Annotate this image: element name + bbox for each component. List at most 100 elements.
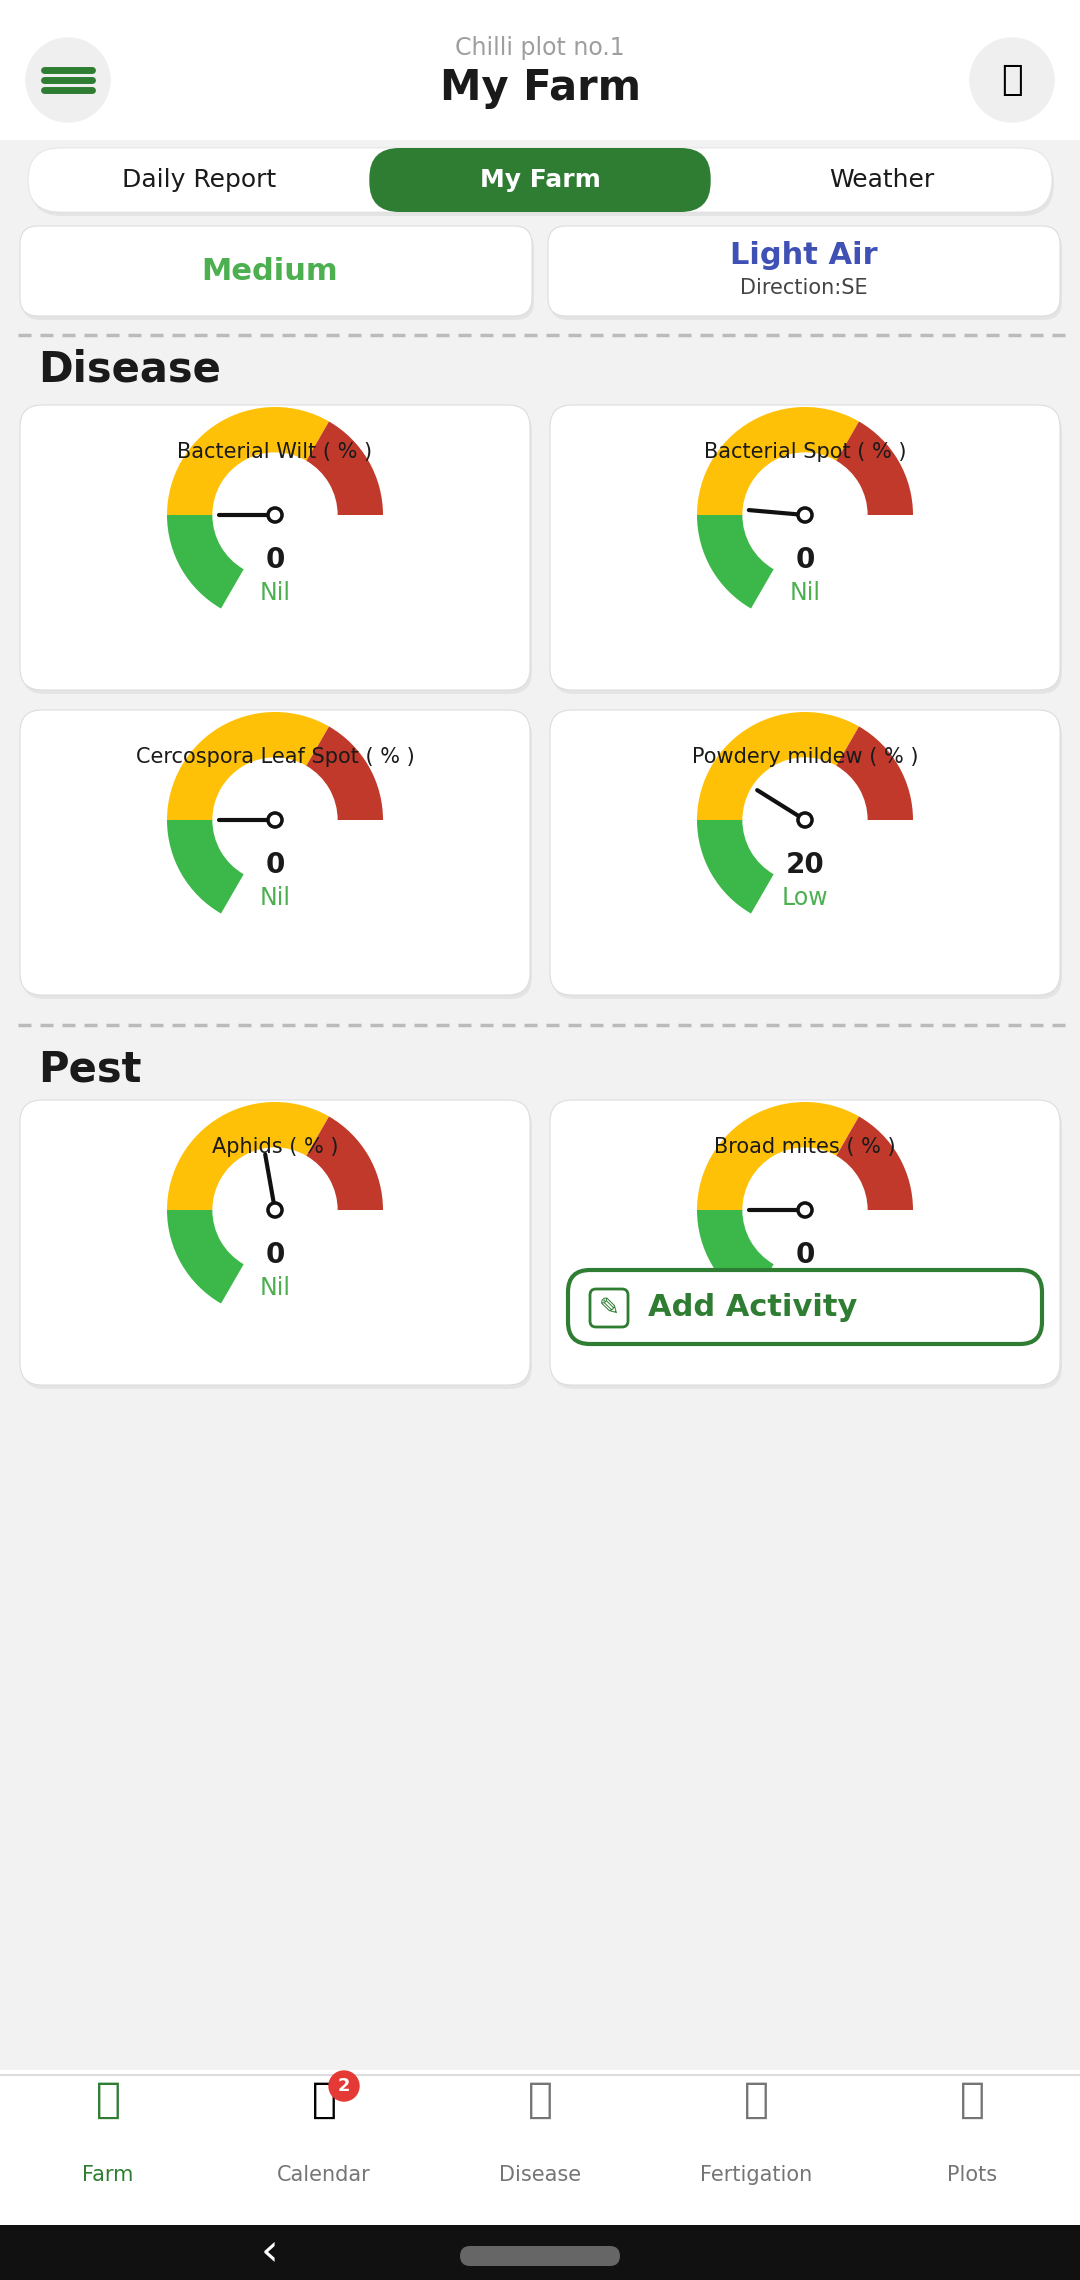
- Text: Weather: Weather: [828, 169, 934, 192]
- Text: 0: 0: [795, 1240, 814, 1270]
- Text: 📅: 📅: [311, 2079, 337, 2120]
- Circle shape: [270, 1206, 280, 1215]
- Text: Bacterial Spot ( % ): Bacterial Spot ( % ): [704, 442, 906, 463]
- Wedge shape: [307, 422, 383, 515]
- Text: Bacterial Wilt ( % ): Bacterial Wilt ( % ): [177, 442, 373, 463]
- Wedge shape: [697, 1101, 859, 1211]
- Wedge shape: [307, 1117, 383, 1211]
- Text: Farm: Farm: [82, 2166, 134, 2184]
- Text: 🚜: 🚜: [95, 2079, 121, 2120]
- Circle shape: [267, 1202, 283, 1218]
- FancyBboxPatch shape: [369, 148, 711, 212]
- FancyBboxPatch shape: [0, 0, 1080, 139]
- Text: Calendar: Calendar: [278, 2166, 370, 2184]
- Text: Disease: Disease: [499, 2166, 581, 2184]
- Text: ‹: ‹: [261, 2232, 279, 2273]
- Text: Nil: Nil: [789, 581, 821, 604]
- FancyBboxPatch shape: [22, 230, 534, 319]
- FancyBboxPatch shape: [21, 1099, 530, 1384]
- FancyBboxPatch shape: [552, 714, 1062, 999]
- FancyBboxPatch shape: [550, 406, 1059, 691]
- Text: Nil: Nil: [259, 581, 291, 604]
- FancyBboxPatch shape: [550, 709, 1059, 994]
- Circle shape: [800, 1206, 810, 1215]
- Text: Nil: Nil: [259, 1277, 291, 1300]
- FancyBboxPatch shape: [0, 2225, 1080, 2280]
- Text: Plots: Plots: [947, 2166, 997, 2184]
- Circle shape: [329, 2070, 359, 2100]
- Wedge shape: [167, 821, 244, 914]
- FancyBboxPatch shape: [548, 226, 1059, 317]
- Circle shape: [970, 39, 1054, 123]
- Wedge shape: [697, 408, 859, 515]
- FancyBboxPatch shape: [22, 408, 532, 693]
- Text: Pest: Pest: [38, 1049, 141, 1092]
- Wedge shape: [697, 515, 773, 609]
- Circle shape: [267, 812, 283, 828]
- Text: 0: 0: [266, 1240, 285, 1270]
- Wedge shape: [167, 711, 329, 821]
- FancyBboxPatch shape: [30, 153, 1054, 217]
- Circle shape: [797, 1202, 813, 1218]
- Text: 📊: 📊: [959, 2079, 985, 2120]
- Text: 2: 2: [338, 2077, 350, 2095]
- Text: Daily Report: Daily Report: [122, 169, 275, 192]
- FancyBboxPatch shape: [21, 406, 530, 691]
- Wedge shape: [836, 727, 913, 821]
- Text: Cercospora Leaf Spot ( % ): Cercospora Leaf Spot ( % ): [136, 748, 415, 768]
- FancyBboxPatch shape: [550, 230, 1062, 319]
- FancyBboxPatch shape: [0, 2070, 1080, 2225]
- Wedge shape: [697, 711, 859, 821]
- Text: Add Activity: Add Activity: [648, 1293, 858, 1322]
- Text: 0: 0: [795, 547, 814, 575]
- Wedge shape: [167, 515, 244, 609]
- FancyBboxPatch shape: [552, 408, 1062, 693]
- FancyBboxPatch shape: [460, 2246, 620, 2266]
- FancyBboxPatch shape: [21, 226, 532, 317]
- Wedge shape: [697, 1211, 773, 1304]
- Wedge shape: [836, 1117, 913, 1211]
- Text: 20: 20: [785, 850, 824, 880]
- Wedge shape: [167, 1211, 244, 1304]
- Text: Powdery mildew ( % ): Powdery mildew ( % ): [692, 748, 918, 768]
- FancyBboxPatch shape: [28, 148, 1052, 212]
- FancyBboxPatch shape: [22, 1104, 532, 1389]
- FancyBboxPatch shape: [590, 1288, 627, 1327]
- Circle shape: [800, 816, 810, 825]
- Text: 0: 0: [266, 850, 285, 880]
- Wedge shape: [167, 408, 329, 515]
- Text: Disease: Disease: [38, 349, 221, 390]
- FancyBboxPatch shape: [552, 1104, 1062, 1389]
- Text: 📲: 📲: [1001, 64, 1023, 98]
- Text: Fertigation: Fertigation: [700, 2166, 812, 2184]
- Circle shape: [267, 506, 283, 522]
- Text: ✎: ✎: [598, 1295, 620, 1320]
- Text: 🦠: 🦠: [527, 2079, 553, 2120]
- Circle shape: [270, 511, 280, 520]
- Text: Nil: Nil: [789, 1277, 821, 1300]
- Text: 💧: 💧: [743, 2079, 769, 2120]
- Text: Medium: Medium: [202, 255, 338, 285]
- Circle shape: [26, 39, 110, 123]
- Text: My Farm: My Farm: [440, 66, 640, 109]
- Wedge shape: [307, 727, 383, 821]
- Circle shape: [800, 511, 810, 520]
- Text: Low: Low: [782, 885, 828, 910]
- FancyBboxPatch shape: [22, 714, 532, 999]
- FancyBboxPatch shape: [568, 1270, 1042, 1343]
- Circle shape: [270, 816, 280, 825]
- Wedge shape: [836, 422, 913, 515]
- FancyBboxPatch shape: [550, 1099, 1059, 1384]
- Text: Direction:SE: Direction:SE: [740, 278, 868, 299]
- Text: Chilli plot no.1: Chilli plot no.1: [455, 36, 625, 59]
- Wedge shape: [167, 1101, 329, 1211]
- Text: Aphids ( % ): Aphids ( % ): [212, 1138, 338, 1158]
- Text: Broad mites ( % ): Broad mites ( % ): [714, 1138, 895, 1158]
- Text: Light Air: Light Air: [730, 242, 878, 271]
- Circle shape: [797, 812, 813, 828]
- Circle shape: [797, 506, 813, 522]
- Wedge shape: [697, 821, 773, 914]
- FancyBboxPatch shape: [21, 709, 530, 994]
- Text: 0: 0: [266, 547, 285, 575]
- Text: My Farm: My Farm: [480, 169, 600, 192]
